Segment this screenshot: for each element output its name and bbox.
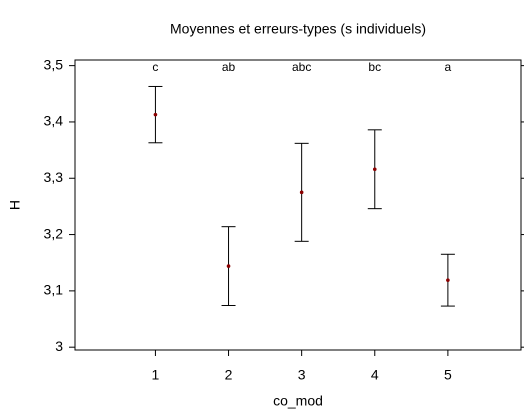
y-axis-label: H — [7, 200, 23, 210]
y-tick-label: 3,2 — [44, 225, 64, 241]
y-tick-label: 3,5 — [44, 56, 64, 72]
plot-frame — [74, 59, 522, 351]
mean-point — [226, 264, 231, 268]
group-label: c — [152, 60, 158, 74]
x-tick-label: 3 — [298, 367, 306, 383]
x-tick-label: 5 — [444, 367, 452, 383]
mean-point — [446, 278, 450, 282]
group-label: a — [445, 60, 452, 74]
group-label: bc — [368, 60, 381, 74]
group-label: ab — [222, 60, 236, 74]
x-tick-label: 2 — [225, 367, 233, 383]
mean-point — [372, 167, 377, 172]
mean-point — [299, 190, 304, 195]
y-tick-label: 3,3 — [44, 169, 64, 185]
mean-point — [153, 112, 158, 117]
x-axis-label: co_mod — [273, 393, 323, 409]
group-label: abc — [292, 60, 311, 74]
chart-title: Moyennes et erreurs-types (s individuels… — [170, 21, 426, 37]
x-tick-label: 4 — [371, 367, 379, 383]
y-tick-label: 3,4 — [44, 113, 64, 129]
x-tick-label: 1 — [152, 367, 160, 383]
y-tick-label: 3,1 — [44, 282, 64, 298]
y-tick-label: 3 — [55, 338, 63, 354]
